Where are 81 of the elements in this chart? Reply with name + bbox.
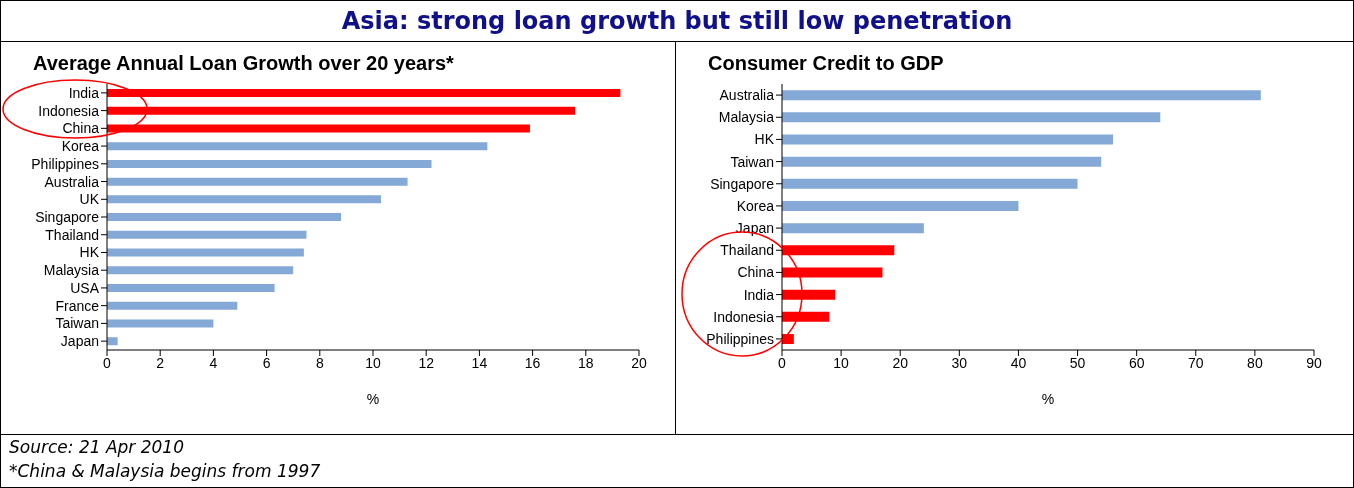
y-tick-label: UK <box>79 191 100 208</box>
x-tick-label: 20 <box>631 354 647 371</box>
y-tick-label: Singapore <box>35 208 100 225</box>
x-tick-label: 8 <box>315 354 324 371</box>
bar <box>107 142 488 151</box>
y-tick-label: USA <box>70 279 100 296</box>
bar <box>782 289 836 300</box>
bar <box>107 266 294 275</box>
y-tick-label: Malaysia <box>718 109 775 126</box>
y-tick-label: France <box>55 297 100 314</box>
x-tick-label: 0 <box>778 354 787 371</box>
y-tick-label: Japan <box>735 220 774 237</box>
y-tick-label: HK <box>754 131 775 148</box>
y-tick-label: Japan <box>60 333 99 350</box>
x-tick-label: 12 <box>418 354 435 371</box>
y-tick-label: Malaysia <box>43 262 100 279</box>
x-tick-label: 16 <box>524 354 541 371</box>
y-tick-label: Indonesia <box>38 102 100 119</box>
bar <box>107 177 408 186</box>
x-axis-title: % <box>1041 391 1055 407</box>
bar <box>782 201 1019 212</box>
y-tick-label: Philippines <box>31 155 99 172</box>
source-note: Source: 21 Apr 2010 <box>9 436 185 459</box>
bar <box>782 223 924 234</box>
bar <box>782 267 883 278</box>
text: *China & Malaysia begins from 1997 <box>9 460 322 483</box>
bar <box>107 337 118 346</box>
bar <box>782 112 1161 123</box>
y-tick-label: Taiwan <box>730 153 774 170</box>
x-tick-label: 80 <box>1247 354 1263 371</box>
y-tick-label: Korea <box>61 138 100 155</box>
y-tick-label: Taiwan <box>55 315 99 332</box>
x-tick-label: 20 <box>892 354 909 371</box>
x-tick-label: 40 <box>1010 354 1027 371</box>
y-tick-label: Singapore <box>710 175 775 192</box>
y-tick-label: China <box>737 264 775 281</box>
x-tick-label: 10 <box>365 354 381 371</box>
bar <box>107 301 238 310</box>
bar <box>782 311 830 322</box>
x-axis-title: % <box>366 391 380 407</box>
bar <box>782 90 1261 101</box>
bar <box>107 248 304 257</box>
chart-title: Consumer Credit to GDP <box>707 51 945 76</box>
bar <box>782 245 895 256</box>
bar <box>782 178 1078 189</box>
y-tick-label: Korea <box>736 197 775 214</box>
x-tick-label: 4 <box>209 354 218 371</box>
y-tick-label: China <box>62 120 100 137</box>
x-tick-label: 0 <box>103 354 112 371</box>
bar <box>782 156 1102 167</box>
bar <box>107 284 275 293</box>
text: Asia: strong loan growth but still low penetration <box>1 1 1353 42</box>
x-tick-label: 14 <box>471 354 488 371</box>
y-tick-label: India <box>743 286 775 303</box>
x-tick-label: 18 <box>578 354 594 371</box>
chart-title: Average Annual Loan Growth over 20 years* <box>32 51 455 76</box>
y-tick-label: Philippines <box>706 330 774 347</box>
y-tick-label: Australia <box>719 87 775 104</box>
x-tick-label: 30 <box>951 354 968 371</box>
bar <box>107 213 342 222</box>
x-tick-label: 50 <box>1069 354 1086 371</box>
bar <box>782 134 1114 145</box>
bar <box>107 124 530 133</box>
bar <box>107 319 214 328</box>
x-tick-label: 6 <box>262 354 271 371</box>
x-tick-label: 60 <box>1128 354 1145 371</box>
bar <box>107 106 576 115</box>
y-tick-label: Thailand <box>45 226 99 243</box>
y-tick-label: Indonesia <box>713 308 775 325</box>
x-tick-label: 2 <box>156 354 165 371</box>
y-tick-label: India <box>68 84 100 101</box>
bar <box>107 230 307 239</box>
bar <box>107 88 621 97</box>
bar <box>107 195 381 204</box>
y-tick-label: Australia <box>44 173 100 190</box>
x-tick-label: 90 <box>1306 354 1322 371</box>
bar <box>107 159 432 168</box>
y-tick-label: Thailand <box>720 242 774 259</box>
x-tick-label: 10 <box>833 354 850 371</box>
y-tick-label: HK <box>79 244 100 261</box>
x-tick-label: 70 <box>1187 354 1204 371</box>
